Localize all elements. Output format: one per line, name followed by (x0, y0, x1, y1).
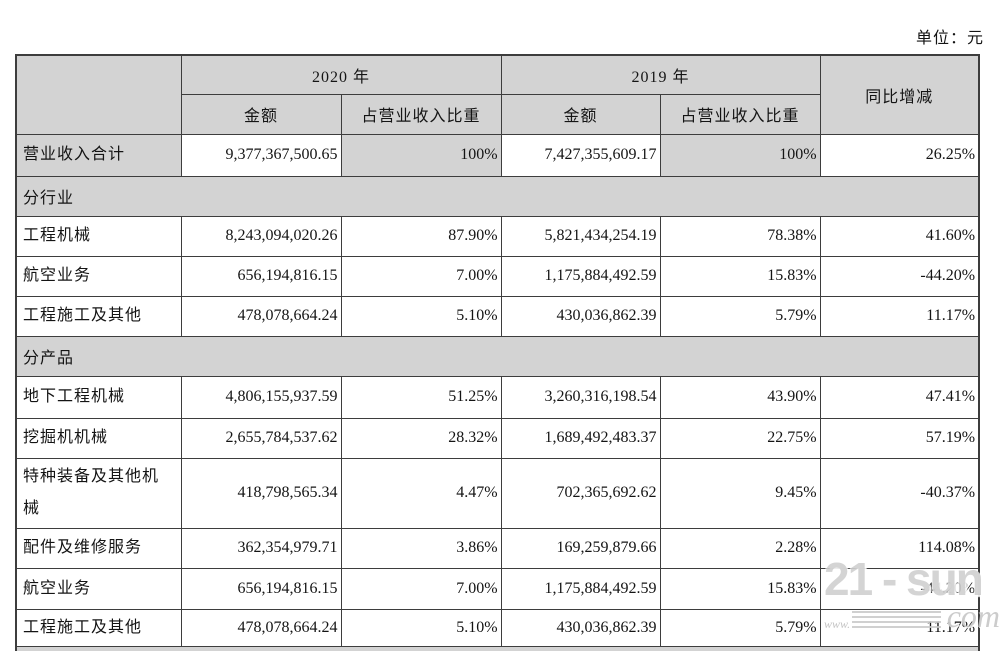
row-label: 特种装备及其他机械 (15, 457, 182, 529)
table-row: 工程施工及其他 478,078,664.24 5.10% 430,036,862… (15, 608, 980, 647)
amount-2020: 4,806,155,937.59 (180, 375, 342, 419)
amount-2020: 478,078,664.24 (180, 295, 342, 337)
header-yoy: 同比增减 (819, 54, 980, 135)
share-2020: 51.25% (340, 375, 502, 419)
amount-2020: 2,655,784,537.62 (180, 417, 342, 459)
amount-2019: 1,689,492,483.37 (500, 417, 661, 459)
header-amount-2020: 金额 (180, 93, 342, 135)
table-row: 航空业务 656,194,816.15 7.00% 1,175,884,492.… (15, 567, 980, 610)
header-year-2019: 2019 年 (500, 54, 821, 95)
yoy-change: 57.19% (819, 417, 980, 459)
share-2020: 87.90% (340, 215, 502, 257)
share-2019: 15.83% (659, 567, 821, 610)
amount-2020: 478,078,664.24 (180, 608, 342, 647)
amount-2019: 7,427,355,609.17 (500, 133, 661, 177)
amount-2019: 1,175,884,492.59 (500, 255, 661, 297)
table-row: 地下工程机械 4,806,155,937.59 51.25% 3,260,316… (15, 375, 980, 419)
row-label: 营业收入合计 (15, 133, 182, 177)
yoy-change: -44.20% (819, 255, 980, 297)
yoy-change: -40.37% (819, 457, 980, 529)
share-2020: 7.00% (340, 255, 502, 297)
share-2019: 43.90% (659, 375, 821, 419)
share-2019: 5.79% (659, 295, 821, 337)
row-label: 工程施工及其他 (15, 608, 182, 647)
clipped-section-cell (15, 645, 980, 651)
amount-2020: 656,194,816.15 (180, 255, 342, 297)
row-label: 航空业务 (15, 255, 182, 297)
row-label: 挖掘机机械 (15, 417, 182, 459)
share-2019: 9.45% (659, 457, 821, 529)
row-label: 地下工程机械 (15, 375, 182, 419)
amount-2019: 3,260,316,198.54 (500, 375, 661, 419)
revenue-breakdown-table: 2020 年 2019 年 同比增减 金额 占营业收入比重 金额 占营业收入比重… (15, 54, 981, 651)
amount-2019: 1,175,884,492.59 (500, 567, 661, 610)
share-2020: 7.00% (340, 567, 502, 610)
section-row-by-product: 分产品 (15, 335, 980, 377)
unit-label: 单位：元 (915, 30, 984, 47)
row-label: 航空业务 (15, 567, 182, 610)
table-row: 工程机械 8,243,094,020.26 87.90% 5,821,434,2… (15, 215, 980, 257)
share-2019: 22.75% (659, 417, 821, 459)
table-row: 特种装备及其他机械 418,798,565.34 4.47% 702,365,6… (15, 457, 980, 529)
header-year-2020: 2020 年 (180, 54, 502, 95)
section-row-by-industry: 分行业 (15, 175, 980, 217)
table-row: 航空业务 656,194,816.15 7.00% 1,175,884,492.… (15, 255, 980, 297)
amount-2020: 656,194,816.15 (180, 567, 342, 610)
share-2019: 100% (659, 133, 821, 177)
share-2020: 5.10% (340, 608, 502, 647)
table-header-row-years: 2020 年 2019 年 同比增减 (15, 54, 980, 135)
amount-2020: 418,798,565.34 (180, 457, 342, 529)
share-2020: 5.10% (340, 295, 502, 337)
amount-2019: 702,365,692.62 (500, 457, 661, 529)
yoy-change: 26.25% (819, 133, 980, 177)
share-2020: 28.32% (340, 417, 502, 459)
yoy-change: 47.41% (819, 375, 980, 419)
yoy-change: 11.17% (819, 295, 980, 337)
amount-2020: 9,377,367,500.65 (180, 133, 342, 177)
amount-2019: 169,259,879.66 (500, 527, 661, 569)
share-2020: 3.86% (340, 527, 502, 569)
table-row-total-revenue: 营业收入合计 9,377,367,500.65 100% 7,427,355,6… (15, 133, 980, 177)
section-label: 分产品 (15, 335, 980, 377)
yoy-change: 11.17% (819, 608, 980, 647)
table-row: 配件及维修服务 362,354,979.71 3.86% 169,259,879… (15, 527, 980, 569)
header-share-2019: 占营业收入比重 (659, 93, 821, 135)
share-2019: 2.28% (659, 527, 821, 569)
header-amount-2019: 金额 (500, 93, 661, 135)
section-label: 分行业 (15, 175, 980, 217)
share-2019: 5.79% (659, 608, 821, 647)
share-2019: 78.38% (659, 215, 821, 257)
header-share-2020: 占营业收入比重 (340, 93, 502, 135)
row-label: 工程机械 (15, 215, 182, 257)
amount-2020: 8,243,094,020.26 (180, 215, 342, 257)
yoy-change: 41.60% (819, 215, 980, 257)
clipped-next-section-row (15, 645, 980, 651)
amount-2020: 362,354,979.71 (180, 527, 342, 569)
amount-2019: 430,036,862.39 (500, 295, 661, 337)
row-label: 工程施工及其他 (15, 295, 182, 337)
amount-2019: 5,821,434,254.19 (500, 215, 661, 257)
header-blank-cell (15, 54, 182, 135)
yoy-change: 114.08% (819, 527, 980, 569)
share-2020: 100% (340, 133, 502, 177)
share-2019: 15.83% (659, 255, 821, 297)
amount-2019: 430,036,862.39 (500, 608, 661, 647)
share-2020: 4.47% (340, 457, 502, 529)
table-row: 工程施工及其他 478,078,664.24 5.10% 430,036,862… (15, 295, 980, 337)
row-label: 配件及维修服务 (15, 527, 182, 569)
yoy-change: -44.20% (819, 567, 980, 610)
table-row: 挖掘机机械 2,655,784,537.62 28.32% 1,689,492,… (15, 417, 980, 459)
table-header-row-metrics: 金额 占营业收入比重 金额 占营业收入比重 (16, 93, 979, 135)
